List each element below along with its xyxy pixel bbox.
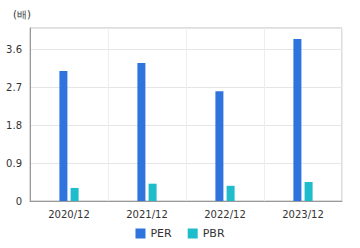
svg-text:3.6: 3.6	[6, 44, 22, 55]
svg-text:(배): (배)	[13, 9, 31, 20]
svg-text:1.8: 1.8	[6, 120, 22, 131]
svg-text:2.7: 2.7	[6, 82, 22, 93]
svg-text:2022/12: 2022/12	[204, 209, 246, 220]
svg-text:2023/12: 2023/12	[282, 209, 324, 220]
svg-text:0.9: 0.9	[6, 158, 22, 169]
svg-text:PER: PER	[150, 227, 172, 240]
svg-text:2021/12: 2021/12	[126, 209, 168, 220]
svg-text:PBR: PBR	[203, 227, 225, 240]
svg-text:0: 0	[16, 196, 22, 207]
svg-text:2020/12: 2020/12	[48, 209, 90, 220]
